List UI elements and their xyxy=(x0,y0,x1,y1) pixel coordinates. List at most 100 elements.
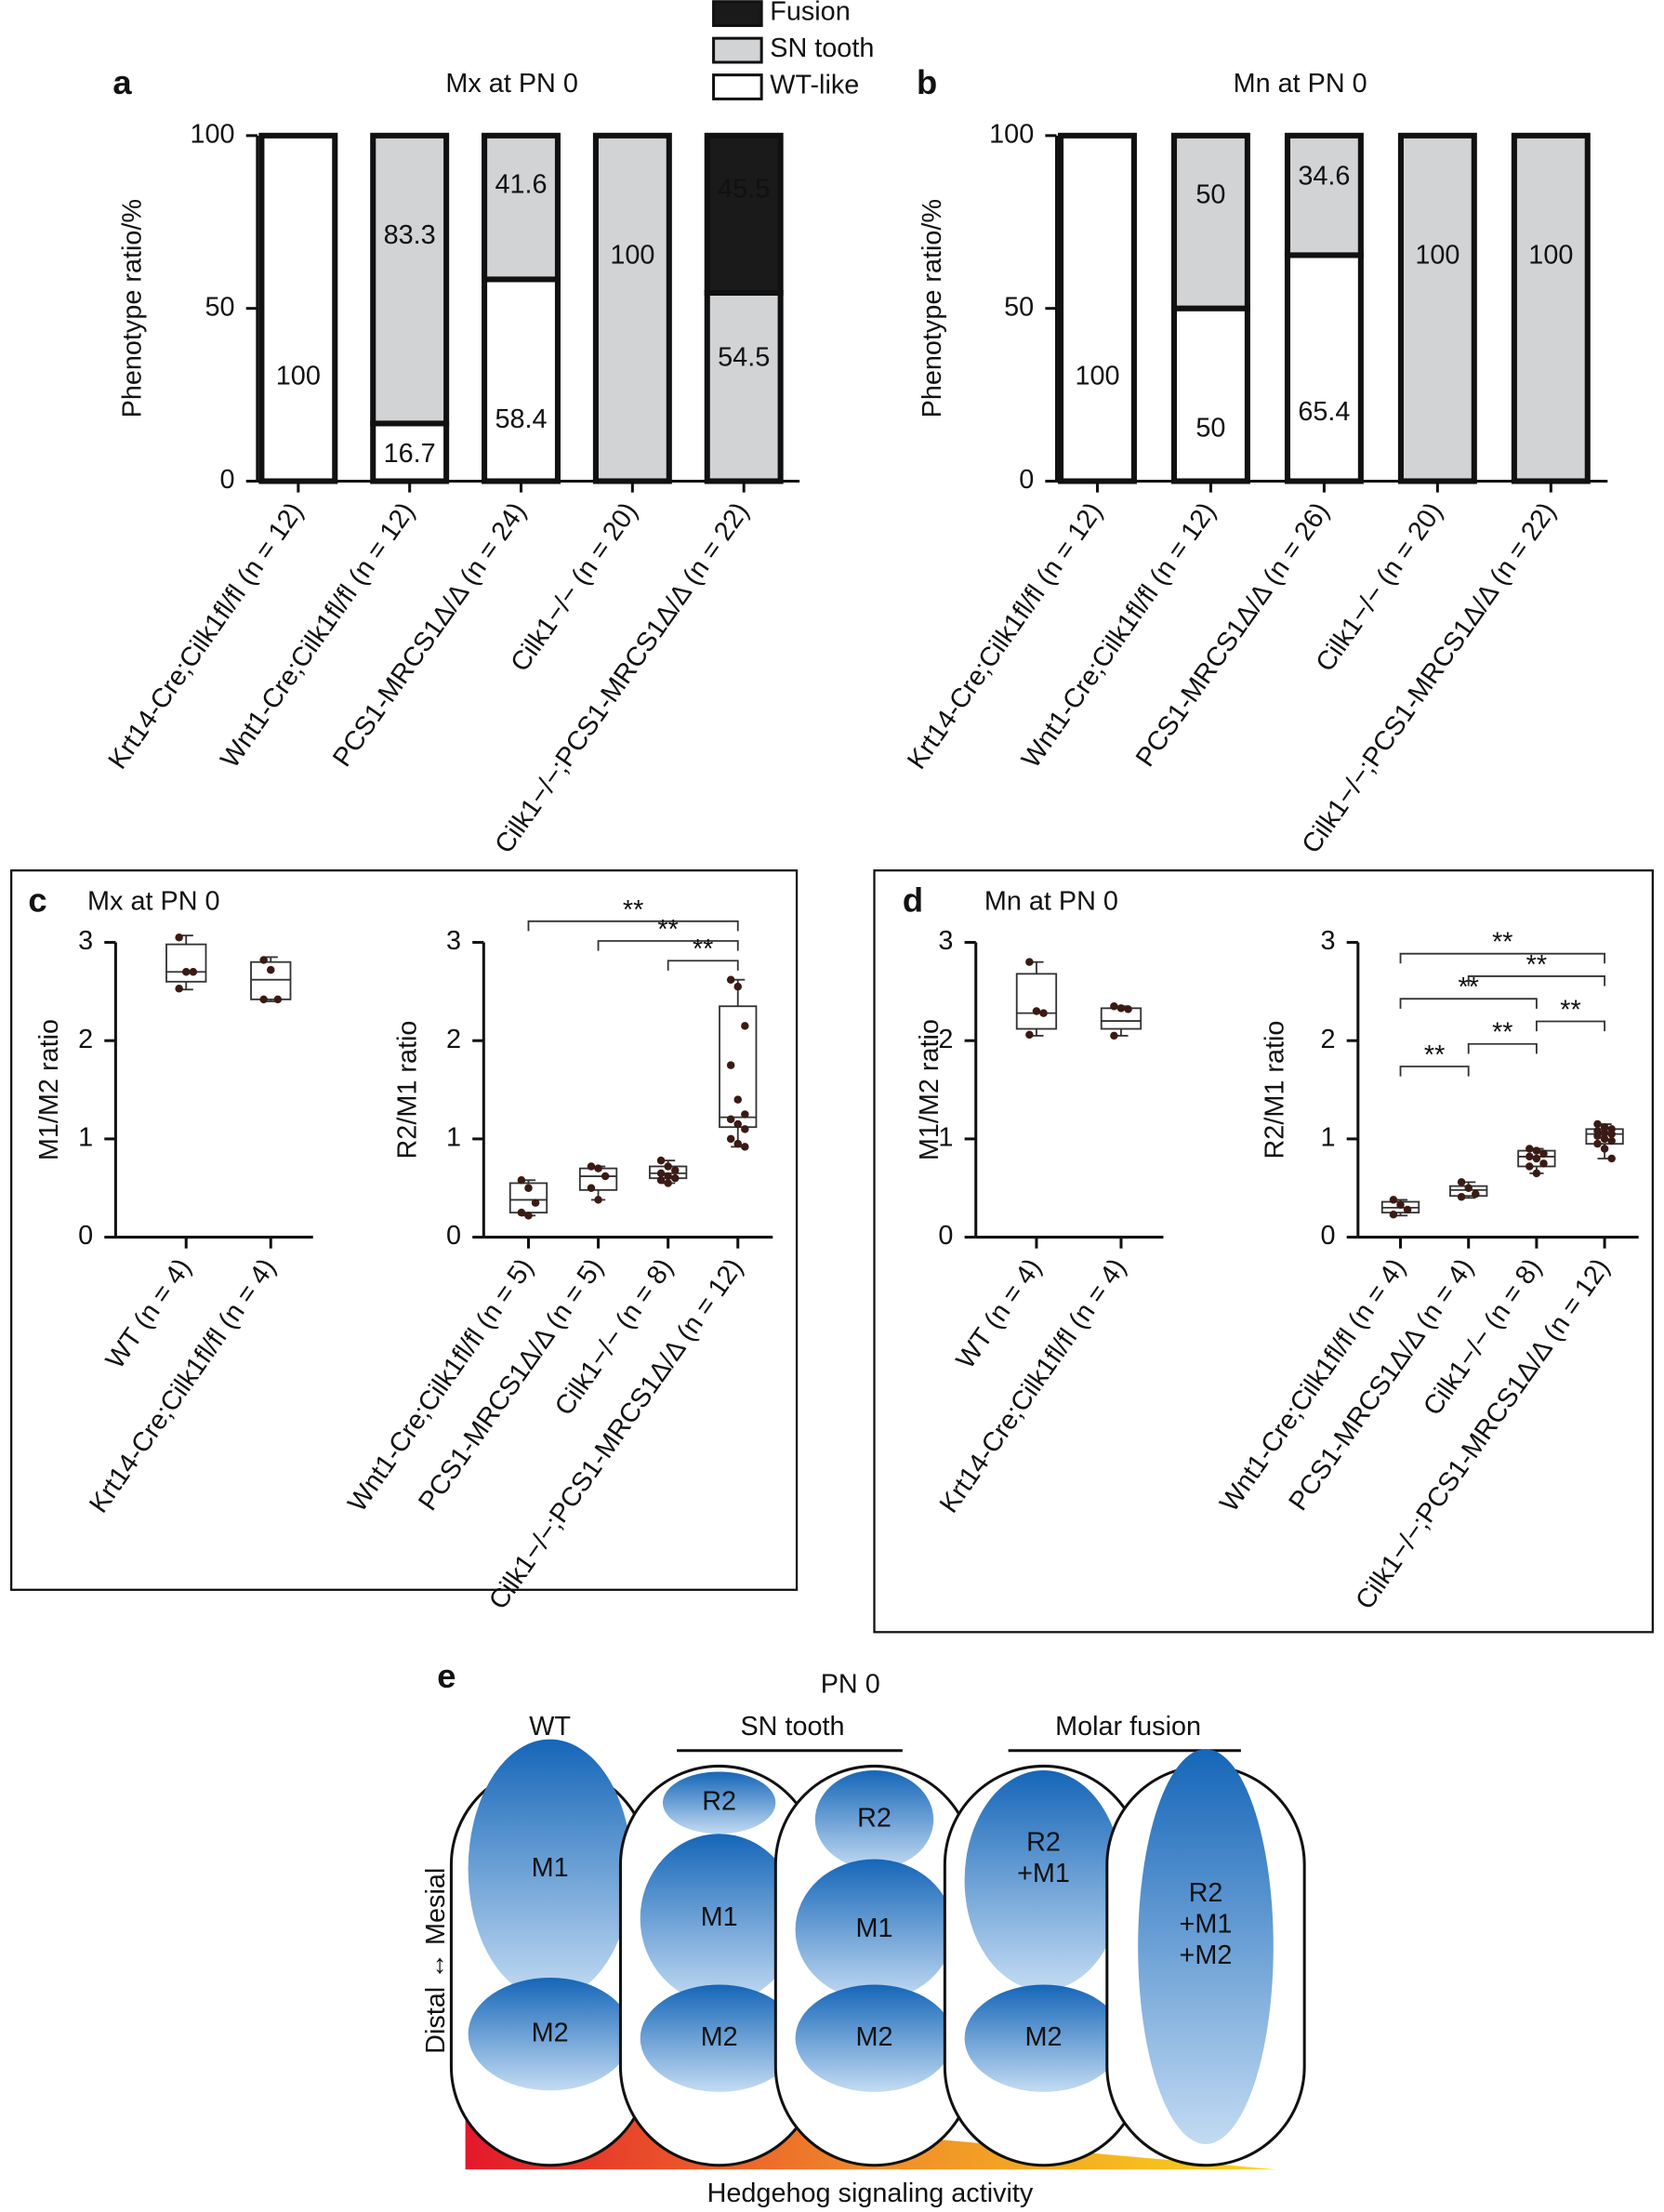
data-point xyxy=(1525,1152,1534,1161)
box xyxy=(1015,973,1058,1030)
data-point xyxy=(1403,1205,1412,1214)
data-point xyxy=(741,1110,749,1119)
y-tick-label: 100 xyxy=(989,119,1034,149)
x-tick-label: Wnt1-Cre;Cilk1fl/fl (n = 12) xyxy=(1016,497,1222,774)
data-point xyxy=(531,1199,540,1207)
data-point xyxy=(1025,1030,1034,1040)
y-tick-label: 1 xyxy=(938,1123,953,1153)
value-label: 65.4 xyxy=(1298,397,1350,427)
column-label: WT xyxy=(529,1712,571,1742)
bar-segment xyxy=(1511,132,1591,484)
significance-bracket xyxy=(1399,998,1538,1009)
data-point xyxy=(733,1139,742,1148)
value-label: 34.6 xyxy=(1298,161,1350,191)
y-tick-label: 0 xyxy=(446,1221,461,1251)
significance-bracket xyxy=(1467,975,1606,987)
significance-bracket xyxy=(1399,1066,1470,1077)
panel-frame xyxy=(9,869,799,1591)
diagram-title: PN 0 xyxy=(821,1670,880,1700)
y-tick-label: 3 xyxy=(446,926,461,956)
bar-segment xyxy=(1170,132,1250,311)
bar-segment xyxy=(370,420,450,484)
bar-segment xyxy=(258,132,338,484)
x-tick-label: PCS1-MRCS1Δ/Δ (n = 26) xyxy=(1130,497,1336,773)
data-point xyxy=(726,1061,735,1069)
data-point xyxy=(189,967,198,976)
data-point xyxy=(1116,1004,1126,1013)
value-label: 100 xyxy=(1415,241,1459,271)
x-tick-label: Krt14-Cre;Cilk1fl/fl (n = 4) xyxy=(934,1253,1132,1518)
tooth-label: +M1 xyxy=(1180,1909,1233,1939)
data-point xyxy=(1472,1189,1480,1199)
data-point xyxy=(273,995,283,1004)
panel-label: d xyxy=(903,881,923,920)
significance-bracket xyxy=(1399,952,1606,964)
value-label: 100 xyxy=(276,362,321,391)
significance-bracket xyxy=(527,920,739,932)
x-tick-label: WT (n = 4) xyxy=(950,1253,1047,1374)
data-point xyxy=(517,1208,526,1217)
chart-title: Mn at PN 0 xyxy=(984,887,1118,917)
data-point xyxy=(741,1125,749,1133)
panel-frame xyxy=(873,869,1655,1634)
legend-label: WT-like xyxy=(770,70,859,99)
x-tick-label: Krt14-Cre;Cilk1fl/fl (n = 4) xyxy=(84,1253,282,1518)
data-point xyxy=(1593,1119,1602,1129)
significance-label: ** xyxy=(1492,928,1512,958)
data-point xyxy=(1457,1178,1466,1186)
data-point xyxy=(1593,1139,1602,1148)
tooth-label: R2 xyxy=(1026,1827,1061,1857)
data-point xyxy=(587,1184,596,1192)
y-axis-label: R2/M1 ratio xyxy=(393,1021,423,1159)
bar-segment xyxy=(1058,132,1137,484)
data-point xyxy=(1457,1192,1466,1201)
significance-label: ** xyxy=(1560,995,1580,1025)
y-tick-label: 100 xyxy=(190,119,234,149)
data-point xyxy=(726,975,735,984)
x-tick-label: Cilk1−/−;PCS1-MRCS1Δ/Δ (n = 22) xyxy=(489,497,755,859)
tooth xyxy=(964,1769,1123,1991)
y-tick-label: 2 xyxy=(446,1025,461,1054)
data-point xyxy=(1532,1169,1541,1178)
data-point xyxy=(594,1196,602,1204)
data-point xyxy=(741,1022,749,1030)
data-point xyxy=(670,1173,680,1183)
bar-segment xyxy=(370,132,450,427)
x-tick-label: PCS1-MRCS1Δ/Δ (n = 24) xyxy=(327,497,533,773)
panel-label: a xyxy=(112,63,132,101)
chart-title: Mx at PN 0 xyxy=(87,887,220,917)
data-point xyxy=(1389,1211,1398,1219)
y-tick-label: 2 xyxy=(938,1025,953,1054)
box xyxy=(165,943,207,983)
y-tick-label: 2 xyxy=(78,1025,93,1054)
data-point xyxy=(1389,1196,1398,1204)
data-point xyxy=(267,965,275,974)
group-label: Molar fusion xyxy=(1055,1712,1201,1742)
panel-label: c xyxy=(28,881,46,920)
value-label: 100 xyxy=(1528,241,1573,271)
y-tick-label: 1 xyxy=(446,1123,461,1153)
significance-label: ** xyxy=(657,915,678,945)
tooth xyxy=(468,1977,632,2091)
data-point xyxy=(656,1176,666,1185)
value-label: 58.4 xyxy=(495,404,547,434)
tooth-label: M1 xyxy=(701,1902,738,1932)
y-tick-label: 0 xyxy=(220,465,235,495)
y-tick-label: 2 xyxy=(1321,1025,1336,1054)
box xyxy=(719,1005,758,1129)
tooth-label: R2 xyxy=(857,1804,891,1834)
y-axis-label: Phenotype ratio/% xyxy=(118,199,148,417)
data-point xyxy=(1600,1129,1609,1137)
tooth xyxy=(640,1984,799,2092)
y-axis-label: Phenotype ratio/% xyxy=(918,199,947,417)
bar-segment xyxy=(482,132,561,283)
data-point xyxy=(1464,1184,1473,1192)
value-label: 50 xyxy=(1195,413,1225,443)
data-point xyxy=(664,1179,672,1187)
significance-bracket xyxy=(1467,1042,1538,1054)
tooth xyxy=(814,1769,934,1870)
panel-label: e xyxy=(437,1657,456,1695)
tooth-label: +M1 xyxy=(1017,1859,1070,1888)
tooth-label: R2 xyxy=(702,1786,736,1816)
